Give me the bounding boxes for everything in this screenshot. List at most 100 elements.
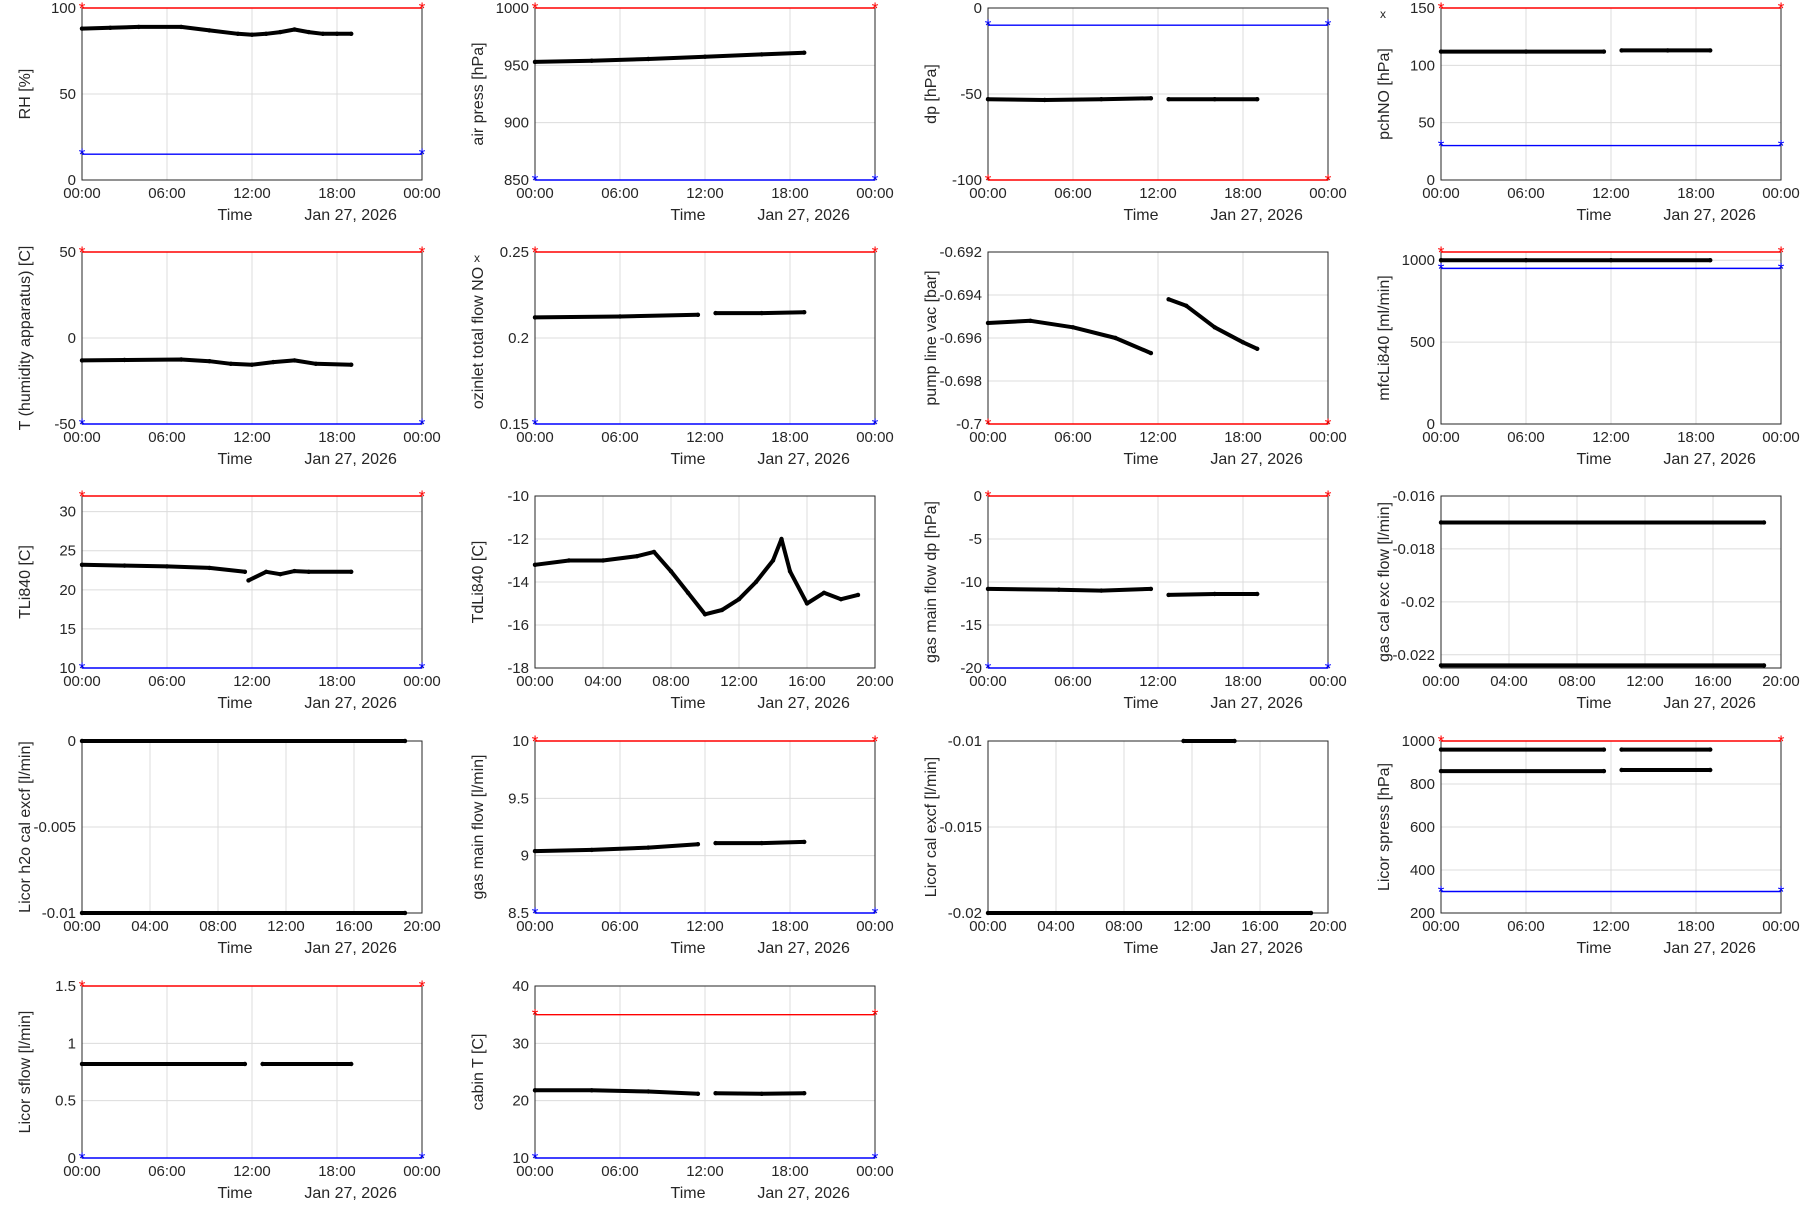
x-tick-label: 18:00: [318, 185, 356, 202]
data-point: [1619, 767, 1624, 773]
data-series: [533, 1088, 700, 1096]
y-tick-label: -0.694: [939, 287, 982, 304]
data-point: [1608, 258, 1614, 263]
data-point: [759, 310, 764, 316]
lower-limit-line-marker: *: [1778, 137, 1785, 156]
date-label: Jan 27, 2026: [757, 940, 850, 957]
x-axis-label: Time: [1577, 695, 1612, 712]
upper-limit-line-marker: *: [532, 732, 539, 751]
x-tick-label: 00:00: [969, 429, 1007, 446]
data-point: [646, 56, 651, 62]
data-point: [668, 569, 674, 574]
data-point: [1070, 325, 1076, 330]
y-tick-label: 900: [504, 115, 529, 132]
x-tick-label: 00:00: [403, 673, 441, 690]
data-point: [1665, 48, 1670, 53]
data-point: [685, 590, 691, 595]
data-point: [1601, 49, 1607, 54]
data-point: [1255, 591, 1260, 597]
data-point: [802, 310, 807, 315]
x-axis-label: Time: [218, 207, 253, 224]
x-tick-label: 16:00: [1694, 673, 1732, 690]
x-tick-label: 06:00: [601, 185, 639, 202]
data-point: [242, 569, 248, 574]
y-tick-label: 100: [51, 0, 76, 17]
x-tick-label: 06:00: [1054, 673, 1092, 690]
lower-limit-line-marker: *: [872, 1149, 879, 1168]
data-point: [759, 840, 764, 846]
y-tick-label: 50: [59, 244, 76, 261]
lower-limit-line-marker: *: [79, 145, 86, 164]
upper-limit-line-marker: *: [419, 487, 426, 506]
data-point: [532, 848, 538, 854]
y-tick-label: 50: [59, 86, 76, 103]
y-tick-label: 0.5: [55, 1093, 76, 1110]
chart-panel: 00:00 04:00 08:00 12:00 16:00 20:00 -0.02 -0.01…: [923, 733, 1347, 957]
date-label: Jan 27, 2026: [1663, 695, 1756, 712]
data-point: [1184, 303, 1189, 308]
x-tick-label: 06:00: [148, 185, 186, 202]
y-tick-label: 30: [512, 1035, 529, 1052]
y-tick-label: 9.5: [508, 790, 529, 807]
lower-limit-line-marker: *: [532, 415, 539, 434]
lower-limit-line-marker: *: [532, 1149, 539, 1168]
data-point: [246, 578, 251, 583]
data-point: [770, 558, 776, 563]
data-point: [242, 1061, 248, 1067]
data-point: [271, 359, 276, 365]
data-point: [1212, 97, 1217, 102]
data-point: [349, 362, 354, 367]
y-axis-label: pump line vac [bar]: [923, 270, 940, 405]
y-tick-label: 0: [68, 330, 76, 347]
upper-limit-line-marker: *: [79, 243, 86, 262]
lower-limit-line-marker: *: [79, 415, 86, 434]
y-axis-label-subscript: x: [474, 251, 480, 265]
y-axis-label: RH [%]: [17, 69, 34, 120]
data-point: [79, 26, 85, 31]
x-tick-label: 00:00: [1762, 918, 1800, 935]
x-tick-label: 04:00: [131, 918, 169, 935]
data-point: [779, 536, 784, 542]
x-tick-label: 06:00: [1507, 429, 1545, 446]
x-tick-label: 00:00: [1762, 185, 1800, 202]
y-tick-label: 1: [68, 1035, 76, 1052]
y-tick-label: 20: [512, 1093, 529, 1110]
y-tick-label: -0.015: [939, 819, 982, 836]
data-point: [1708, 747, 1713, 752]
x-tick-label: 08:00: [199, 918, 237, 935]
data-point: [1166, 97, 1171, 102]
upper-limit-line-marker: *: [1778, 0, 1785, 18]
data-point: [349, 31, 354, 36]
data-point: [713, 1091, 718, 1096]
data-point: [1601, 768, 1607, 774]
y-axis-label: air press [hPa]: [470, 42, 487, 145]
x-tick-label: 16:00: [788, 673, 826, 690]
y-tick-label: -50: [54, 416, 76, 433]
x-tick-label: 18:00: [771, 1163, 809, 1180]
data-point: [719, 607, 725, 613]
x-axis-label: Time: [218, 451, 253, 468]
date-label: Jan 27, 2026: [1210, 940, 1303, 957]
upper-limit-line-marker: *: [79, 487, 86, 506]
data-point: [617, 314, 623, 319]
y-axis-label: mfcLi840 [ml/min]: [1376, 275, 1393, 400]
data-point: [235, 31, 240, 36]
y-tick-label: -18: [507, 660, 529, 677]
y-axis-label: ozinlet total flow NO: [470, 267, 487, 409]
x-tick-label: 00:00: [856, 1163, 894, 1180]
upper-limit-line-marker: *: [532, 0, 539, 18]
x-tick-label: 16:00: [335, 918, 373, 935]
data-point: [122, 357, 127, 363]
data-point: [736, 597, 742, 602]
data-point: [646, 1089, 651, 1094]
lower-limit-line-marker: *: [985, 16, 992, 35]
data-point: [589, 1088, 594, 1093]
x-tick-label: 04:00: [1037, 918, 1075, 935]
y-tick-label: -0.005: [33, 819, 76, 836]
data-point: [532, 315, 538, 320]
x-tick-label: 00:00: [1309, 673, 1347, 690]
y-tick-label: -0.01: [42, 905, 76, 922]
